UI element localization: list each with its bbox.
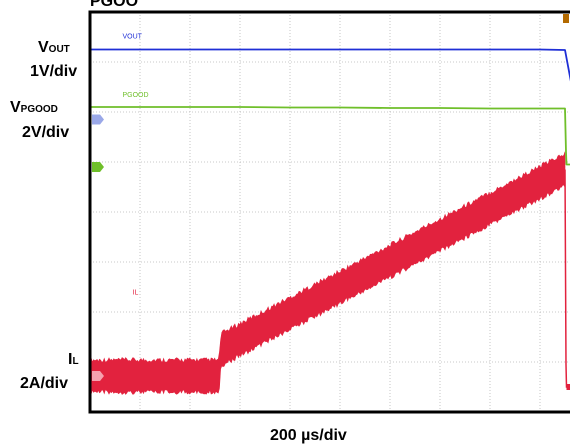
vpgood-label: VPGOOD [10,99,58,116]
il-trace-tail [564,169,570,388]
traces: VOUT PGOOD IL [89,14,570,396]
ch-marker-3 [92,162,104,172]
trigger-marker [563,14,569,23]
il-marker [92,371,104,381]
il-label: IL [68,351,79,368]
chart-title: PGOO [90,0,138,10]
il-scale: 2A/div [20,375,68,392]
ch-marker-2 [92,114,104,125]
vpgood-scale: 2V/div [22,124,69,141]
plot-frame [88,10,570,414]
il-trace-body [89,151,566,396]
vout-label: VOUT [38,39,70,56]
il-trace-label: IL [133,290,139,297]
vout-trace [90,48,570,82]
pgood-trace-label: PGOOD [123,92,149,99]
graticule [90,12,570,412]
pgood-trace [90,106,570,166]
il-trace-tail-band [566,384,570,390]
vout-scale: 1V/div [30,63,77,80]
vout-trace-label: VOUT [123,34,143,41]
x-axis-label: 200 µs/div [270,427,347,444]
